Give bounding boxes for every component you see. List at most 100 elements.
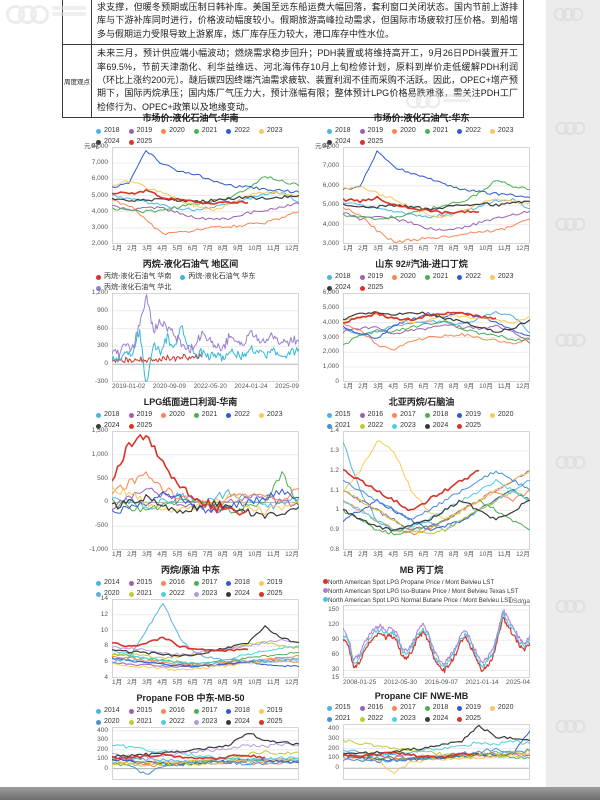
watermark-logo [555, 121, 586, 139]
y-axis-tick: 120 [328, 621, 339, 629]
y-axis-tick: 0 [335, 378, 339, 385]
y-axis-tick: 5,000 [322, 303, 339, 311]
legend-label: 2025 [367, 284, 384, 291]
legend-label: 2023 [497, 273, 514, 280]
legend-item: 2025 [258, 589, 283, 599]
legend-item: 2019 [359, 126, 383, 136]
y-axis-tick: 1.1 [329, 486, 339, 494]
legend-label: 2017 [201, 707, 218, 714]
y-axis-tick: 3,000 [322, 240, 339, 247]
legend-item: 2019 [258, 706, 282, 716]
y-axis-tick: 400 [97, 726, 108, 734]
y-axis-tick: 1,500 [91, 427, 108, 434]
legend-marker-icon [128, 708, 134, 714]
legend-item: 2023 [258, 410, 282, 420]
plot-area: 400 300 200 100 0 [313, 724, 530, 780]
x-axis-tick: 2月 [358, 383, 369, 390]
legend-label: 2021 [136, 718, 153, 725]
legend-label: 2018 [335, 127, 351, 134]
legend-item: 2023 [258, 126, 282, 136]
chart-panel: 山东 92#汽油-进口丁烷 2018 2019 2020 2021 2022 2023 202… [311, 254, 532, 392]
y-axis-tick: 12 [100, 610, 108, 618]
y-axis-tick: 300 [97, 342, 108, 350]
watermark-logo [555, 719, 586, 737]
x-axis-tick: 11月 [266, 551, 281, 558]
chart-legend: North American Spot LPG Propane Price / … [313, 578, 530, 605]
chart-legend: 2014 2015 2016 2017 2018 2019 2020 2021 2022 2023… [82, 578, 299, 599]
legend-label: 2016 [367, 411, 384, 418]
legend-label: 2021 [335, 715, 351, 722]
legend-label: 2023 [400, 715, 416, 722]
legend-marker-icon [424, 423, 430, 429]
x-axis-tick: 4月 [157, 245, 168, 252]
plot-area: 1,500 1,000 500 0 -500 -1,000 [82, 427, 299, 553]
legend-item: 2021 [193, 126, 217, 136]
legend-label: 2018 [104, 411, 120, 418]
x-axis-tick: 5月 [172, 679, 183, 686]
legend-label: 2022 [465, 127, 481, 134]
legend-label: 2025 [136, 422, 153, 429]
x-axis-tick: 9月 [464, 383, 475, 390]
legend-label: 2020 [104, 718, 120, 725]
legend-marker-icon [457, 412, 463, 418]
legend-item: 2017 [193, 706, 218, 716]
legend-marker-icon [96, 139, 101, 145]
plot-area: 元/吨 8,000 7,000 6,000 5,000 4,000 3,000 [313, 143, 530, 247]
watermark-logo [555, 217, 586, 235]
legend-item: 2017 [392, 410, 416, 420]
legend-marker-icon [359, 716, 365, 722]
legend-label: 2024 [335, 138, 351, 145]
legend-item: 2016 [359, 703, 384, 713]
y-axis-tick: 7,000 [91, 159, 108, 167]
x-axis-tick: 3月 [142, 245, 153, 252]
legend-marker-icon [128, 591, 134, 597]
legend-marker-icon [489, 412, 495, 418]
y-axis-tick: 5,000 [322, 201, 339, 209]
legend-item: 2021 [327, 421, 351, 431]
legend-label: 2019 [465, 704, 481, 711]
page-break-bar [0, 787, 600, 800]
plot-canvas [343, 293, 530, 382]
chart-legend: 2018 2019 2020 2021 2022 2023 2024 2025 [313, 272, 530, 293]
y-axis-tick: 2,000 [91, 240, 108, 247]
x-axis-tick: 2月 [127, 551, 138, 558]
legend-item: 丙烷-液化石油气 华南 [96, 272, 171, 282]
legend-label: 2021 [201, 411, 218, 418]
legend-marker-icon [226, 591, 232, 597]
legend-marker-icon [327, 716, 332, 722]
legend-label: 2018 [234, 579, 250, 586]
y-axis-tick: 6 [104, 658, 108, 666]
chart-legend: 丙烷-液化石油气 华南 丙烷-液化石油气 华东 丙烷-液化石油气 华北 [82, 272, 299, 293]
x-axis-tick: 2月 [358, 245, 369, 252]
legend-label: 2025 [266, 590, 283, 597]
legend-item: 2022 [161, 589, 185, 599]
x-axis-tick: 3月 [373, 383, 384, 390]
legend-marker-icon [193, 412, 199, 418]
chart-panel: Propane FOB 中东-MB-50 2014 2015 2016 2017 2018… [80, 688, 301, 780]
chart-title: Propane CIF NWE-MB [374, 691, 469, 701]
review-text: 求支撑，但暖冬预期或压制日韩补库。美国至远东船运费大幅回落，套利窗口关闭状态。国… [97, 2, 518, 39]
legend-marker-icon [226, 719, 232, 725]
y-axis-tick: 90 [331, 636, 339, 644]
legend-marker-icon [327, 412, 332, 418]
legend-label: 2020 [400, 273, 416, 280]
legend-label: North American Spot LPG Iso-Butane Price… [328, 588, 519, 595]
x-axis-tick: 11月 [497, 551, 512, 558]
y-axis-tick: 0.8 [329, 546, 339, 553]
x-axis-tick: 3月 [142, 679, 153, 686]
y-axis-tick: 0 [104, 498, 108, 506]
legend-label: 2022 [169, 718, 185, 725]
legend-label: 2016 [367, 704, 384, 711]
legend-item: 2020 [96, 717, 120, 727]
x-axis-tick: 4月 [388, 245, 399, 252]
legend-label: 2023 [400, 422, 416, 429]
legend-marker-icon [96, 591, 101, 597]
legend-item: 丙烷-液化石油气 华东 [180, 272, 256, 282]
legend-marker-icon [161, 412, 167, 418]
x-axis-tick: 10月 [248, 679, 262, 686]
legend-marker-icon [161, 719, 167, 725]
legend-item: 2018 [96, 126, 120, 136]
legend-marker-icon [258, 128, 264, 134]
legend-marker-icon [161, 591, 167, 597]
legend-label: 2021 [432, 273, 449, 280]
